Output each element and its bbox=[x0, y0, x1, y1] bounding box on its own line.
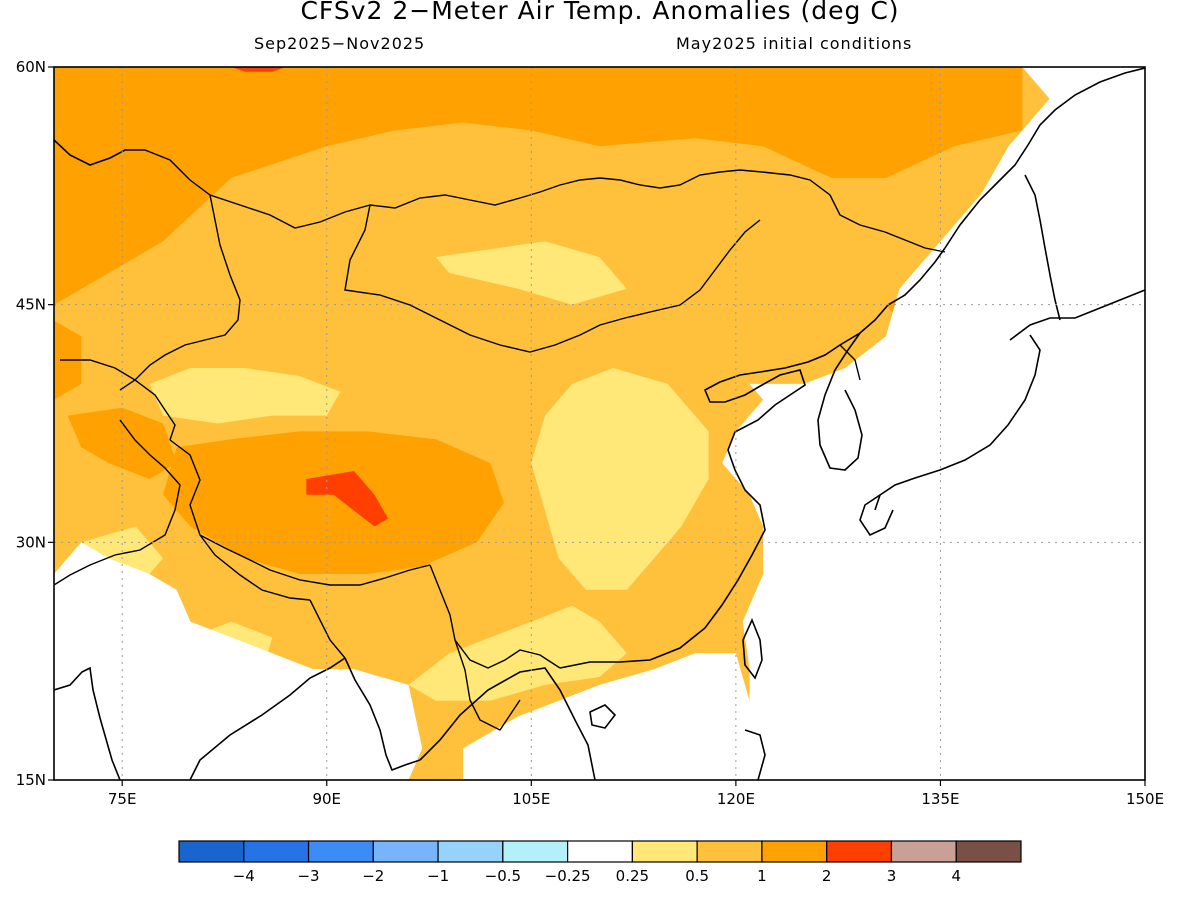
legend-swatch bbox=[243, 840, 310, 863]
lon-label-105: 105E bbox=[512, 790, 550, 808]
coastline-india-west bbox=[54, 666, 121, 780]
legend-label: −0.5 bbox=[485, 867, 521, 885]
legend-label: 4 bbox=[951, 867, 961, 885]
legend-label: 1 bbox=[757, 867, 767, 885]
coastline-indochina bbox=[419, 667, 596, 780]
coastline-myanmar bbox=[344, 657, 421, 772]
border-kyrgyz-tajik bbox=[60, 359, 176, 441]
border-nepal-south bbox=[199, 534, 311, 601]
initial-conditions: May2025 initial conditions bbox=[676, 34, 913, 53]
color-legend: −4 −3 −2 −1 −0.5 −0.25 0.25 0.5 1 2 3 4 bbox=[178, 840, 1022, 885]
border-russia-mongolia bbox=[369, 169, 946, 253]
no-anomaly-india-interior bbox=[54, 542, 423, 780]
legend-swatch bbox=[372, 840, 439, 863]
chart-title: CFSv2 2−Meter Air Temp. Anomalies (deg C… bbox=[300, 0, 900, 25]
border-bangladesh bbox=[309, 599, 346, 659]
anomaly-region-siberia-north bbox=[54, 67, 1023, 305]
anomaly-region-tibet-plateau bbox=[163, 431, 504, 574]
forecast-period: Sep2025−Nov2025 bbox=[254, 34, 426, 53]
light-anomaly-south-china bbox=[408, 605, 627, 701]
coastline-honshu bbox=[874, 334, 1041, 511]
legend-swatch bbox=[437, 840, 504, 863]
border-myanmar-china bbox=[429, 564, 561, 669]
no-anomaly-japan-korea-east bbox=[722, 67, 1145, 780]
legend-swatch bbox=[696, 840, 763, 863]
legend-swatch bbox=[955, 840, 1022, 863]
legend-swatch bbox=[761, 840, 828, 863]
coastline-hainan bbox=[589, 704, 617, 729]
anomaly-region-tibet-core bbox=[306, 471, 389, 527]
map-plot-area bbox=[54, 67, 1145, 780]
lat-label-15: 15N bbox=[16, 771, 46, 789]
legend-label: −1 bbox=[427, 867, 449, 885]
coastline-hokkaido bbox=[1009, 289, 1145, 341]
legend-label: 2 bbox=[822, 867, 832, 885]
border-russia-kazakhstan bbox=[144, 149, 371, 229]
legend-label: −0.25 bbox=[545, 867, 591, 885]
legend-swatch bbox=[631, 840, 698, 863]
border-nepal-tibet bbox=[169, 439, 431, 586]
coastline-korea bbox=[817, 332, 863, 471]
coastline-siberia-east bbox=[944, 67, 1145, 249]
legend-swatch bbox=[502, 840, 569, 863]
legend-label: −2 bbox=[362, 867, 384, 885]
anomaly-region-north-top bbox=[231, 67, 286, 72]
coastlines bbox=[54, 67, 1145, 780]
legend-swatch bbox=[307, 840, 374, 863]
coastline-south-china bbox=[559, 247, 946, 669]
coastline-taiwan bbox=[742, 617, 763, 680]
border-china-korea bbox=[839, 344, 861, 381]
lon-label-120: 120E bbox=[717, 790, 755, 808]
legend-swatch bbox=[567, 840, 633, 863]
border-pakistan-india bbox=[54, 419, 181, 586]
lon-label-90: 90E bbox=[312, 790, 341, 808]
lat-label-30: 30N bbox=[16, 533, 46, 551]
country-borders bbox=[54, 149, 946, 731]
coastline-kyushu bbox=[859, 494, 894, 537]
border-mongolia-china bbox=[344, 204, 761, 353]
legend-label: −3 bbox=[297, 867, 319, 885]
lon-label-75: 75E bbox=[108, 790, 137, 808]
lon-label-135: 135E bbox=[921, 790, 959, 808]
axis-tick-labels: 60N 45N 30N 15N 75E 90E 105E 120E 135E 150E bbox=[16, 58, 1164, 808]
border-thai-laos bbox=[454, 639, 521, 731]
lat-label-45: 45N bbox=[16, 296, 46, 314]
border-china-kazakhstan bbox=[119, 194, 241, 391]
anomaly-region-west-himalaya bbox=[67, 407, 177, 479]
legend-label: 0.25 bbox=[616, 867, 649, 885]
legend-label: 0.5 bbox=[685, 867, 709, 885]
legend-swatch bbox=[178, 840, 245, 863]
coastline-caspian bbox=[54, 139, 145, 166]
legend-swatch bbox=[890, 840, 957, 863]
legend-swatch bbox=[826, 840, 893, 863]
axis-ticks bbox=[48, 66, 1146, 786]
light-anomaly-east-china bbox=[531, 368, 709, 590]
legend-label: 3 bbox=[887, 867, 897, 885]
light-anomaly-mongolia-band bbox=[435, 241, 627, 305]
no-anomaly-southeast-asia bbox=[463, 653, 750, 780]
coastline-luzon bbox=[744, 729, 766, 780]
light-anomaly-xinjiang-basin bbox=[149, 368, 341, 424]
coastline-sakhalin bbox=[1024, 174, 1061, 321]
map-frame bbox=[53, 66, 1146, 781]
lon-label-150: 150E bbox=[1126, 790, 1164, 808]
legend-label: −4 bbox=[233, 867, 255, 885]
lat-label-60: 60N bbox=[16, 58, 46, 76]
